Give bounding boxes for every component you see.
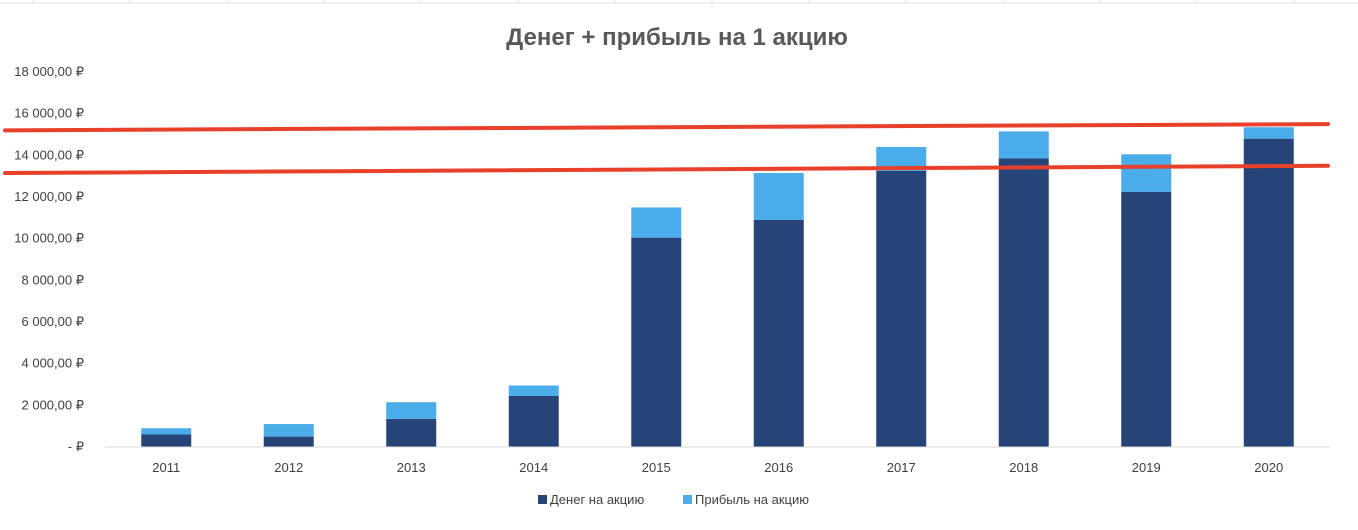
y-tick-label: 10 000,00 ₽ [14, 231, 84, 246]
bar-profit-per-share [1243, 127, 1294, 139]
annotation-red-line [3, 163, 1330, 176]
y-axis: - ₽ 2 000,00 ₽ 4 000,00 ₽ 6 000,00 ₽ 8 000,0… [14, 64, 84, 454]
bar-money-per-share [508, 395, 559, 447]
bar-money-per-share [263, 436, 314, 447]
bar-money-per-share [631, 237, 682, 447]
x-tick-label: 2016 [764, 460, 793, 475]
y-tick-label: 2 000,00 ₽ [22, 397, 85, 412]
bar-money-per-share [386, 418, 437, 447]
bar-money-per-share [1243, 138, 1294, 447]
bar-money-per-share [753, 219, 804, 447]
bar-money-per-share [998, 158, 1049, 448]
bar-profit-per-share [141, 428, 192, 435]
bar-money-per-share [141, 434, 192, 447]
bar-profit-per-share [508, 385, 559, 396]
y-tick-label: 16 000,00 ₽ [14, 106, 84, 121]
chart-title: Денег + прибыль на 1 акцию [506, 24, 848, 51]
y-tick-label: 4 000,00 ₽ [22, 356, 85, 371]
bar-profit-per-share [386, 402, 437, 419]
x-tick-label: 2019 [1132, 460, 1161, 475]
bar-profit-per-share [631, 207, 682, 238]
y-tick-label: 18 000,00 ₽ [14, 64, 84, 79]
x-tick-label: 2015 [642, 460, 671, 475]
x-axis: 2011 2012 2013 2014 2015 2016 2017 2018 2019 2020 [152, 460, 1283, 475]
y-tick-label: 14 000,00 ₽ [14, 147, 84, 162]
x-tick-label: 2012 [274, 460, 303, 475]
legend-label: Денег на акцию [550, 492, 644, 507]
y-tick-label: 6 000,00 ₽ [22, 314, 85, 329]
bar-profit-per-share [263, 424, 314, 437]
annotation-red-line [3, 122, 1330, 133]
x-tick-label: 2011 [152, 460, 180, 475]
y-tick-label: 12 000,00 ₽ [14, 189, 84, 204]
x-tick-label: 2020 [1254, 460, 1283, 475]
y-tick-label: - ₽ [68, 439, 84, 454]
annotation-lines [3, 122, 1330, 176]
plot-area [141, 127, 1294, 448]
legend-swatch [538, 495, 547, 504]
legend: Денег на акцию Прибыль на акцию [538, 492, 809, 507]
legend-label: Прибыль на акцию [695, 492, 809, 507]
x-tick-label: 2018 [1009, 460, 1038, 475]
legend-swatch [683, 495, 692, 504]
bar-profit-per-share [876, 147, 927, 171]
bar-money-per-share [876, 170, 927, 448]
x-tick-label: 2014 [519, 460, 548, 475]
top-grid-strip [0, 0, 1358, 4]
x-tick-label: 2013 [397, 460, 426, 475]
bar-money-per-share [1121, 191, 1172, 447]
y-tick-label: 8 000,00 ₽ [22, 272, 85, 287]
bar-profit-per-share [1121, 154, 1172, 192]
x-tick-label: 2017 [887, 460, 916, 475]
bar-profit-per-share [753, 173, 804, 220]
bar-profit-per-share [998, 131, 1049, 159]
